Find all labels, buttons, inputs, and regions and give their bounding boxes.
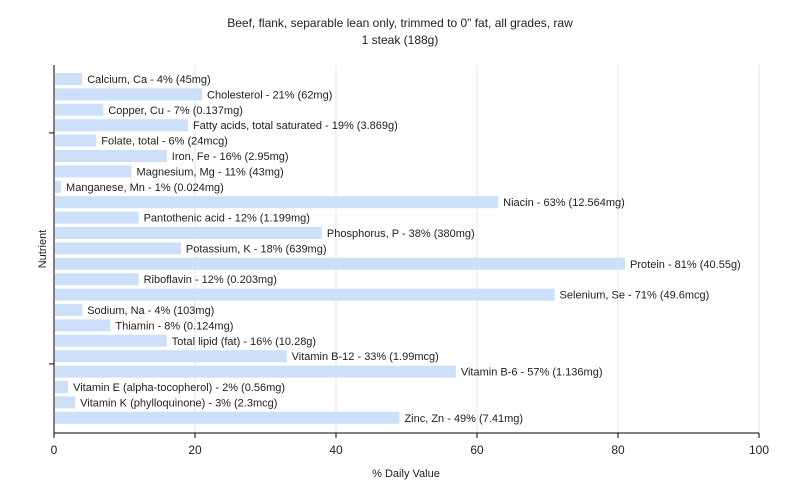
bar [55, 334, 167, 347]
x-tick-label: 0 [51, 443, 58, 457]
bar [55, 211, 139, 224]
bar-data-label: Niacin - 63% (12.564mg) [503, 197, 625, 209]
bar [55, 73, 83, 85]
bar [55, 288, 555, 301]
bar [55, 134, 97, 147]
chart-title: Beef, flank, separable lean only, trimme… [227, 16, 573, 30]
bar [55, 273, 139, 286]
bar-data-label: Magnesium, Mg - 11% (43mg) [137, 166, 284, 178]
bar [55, 381, 69, 393]
x-tick-label: 20 [188, 443, 202, 457]
bar [55, 365, 456, 378]
bar [55, 88, 203, 101]
bar-data-label: Total lipid (fat) - 16% (10.28g) [172, 336, 316, 348]
bar-data-label: Manganese, Mn - 1% (0.024mg) [66, 182, 224, 194]
bar [55, 304, 83, 316]
bar-data-label: Copper, Cu - 7% (0.137mg) [108, 105, 243, 117]
bar-data-label: Iron, Fe - 16% (2.95mg) [172, 151, 289, 163]
bar [55, 165, 132, 178]
bar-data-label: Fatty acids, total saturated - 19% (3.86… [193, 120, 398, 132]
bar [55, 257, 626, 270]
chart-subtitle: 1 steak (188g) [362, 33, 439, 47]
bar-data-label: Folate, total - 6% (24mcg) [101, 136, 228, 148]
x-tick-label: 40 [329, 443, 343, 457]
y-axis-label: Nutrient [37, 230, 49, 269]
x-axis-label: % Daily Value [372, 468, 440, 480]
bar [55, 119, 188, 132]
bar-data-label: Calcium, Ca - 4% (45mg) [87, 74, 210, 86]
bar-data-label: Protein - 81% (40.55g) [630, 259, 741, 271]
bar [55, 150, 167, 162]
bar [55, 103, 104, 116]
bar [55, 396, 76, 409]
bar [55, 227, 322, 239]
bar-data-label: Riboflavin - 12% (0.203mg) [144, 274, 277, 286]
bar-data-label: Sodium, Na - 4% (103mg) [87, 305, 214, 317]
bar-data-label: Vitamin B-12 - 33% (1.99mcg) [292, 351, 439, 363]
bars-group: Calcium, Ca - 4% (45mg) Cholesterol - 21%… [55, 73, 741, 425]
bar-data-label: Phosphorus, P - 38% (380mg) [327, 228, 475, 240]
bar [55, 196, 499, 209]
x-tick-label: 60 [470, 443, 484, 457]
bar-data-label: Vitamin K (phylloquinone) - 3% (2.3mcg) [80, 397, 277, 409]
axes-group: 0 20 40 60 80 100 [49, 65, 769, 457]
bar [55, 180, 62, 193]
bar-data-label: Zinc, Zn - 49% (7.41mg) [404, 413, 523, 425]
bar-data-label: Vitamin E (alpha-tocopherol) - 2% (0.56m… [73, 382, 285, 394]
bar-data-label: Selenium, Se - 71% (49.6mcg) [560, 290, 710, 302]
x-tick-label: 100 [749, 443, 769, 457]
bar-data-label: Vitamin B-6 - 57% (1.136mg) [461, 367, 603, 379]
bar-data-label: Pantothenic acid - 12% (1.199mg) [144, 213, 310, 225]
bar [55, 319, 111, 332]
bar-data-label: Potassium, K - 18% (639mg) [186, 243, 327, 255]
bar [55, 411, 400, 424]
bar [55, 350, 287, 363]
bar-data-label: Thiamin - 8% (0.124mg) [115, 320, 233, 332]
bar-data-label: Cholesterol - 21% (62mg) [207, 89, 332, 101]
x-tick-label: 80 [611, 443, 625, 457]
bar [55, 242, 181, 255]
